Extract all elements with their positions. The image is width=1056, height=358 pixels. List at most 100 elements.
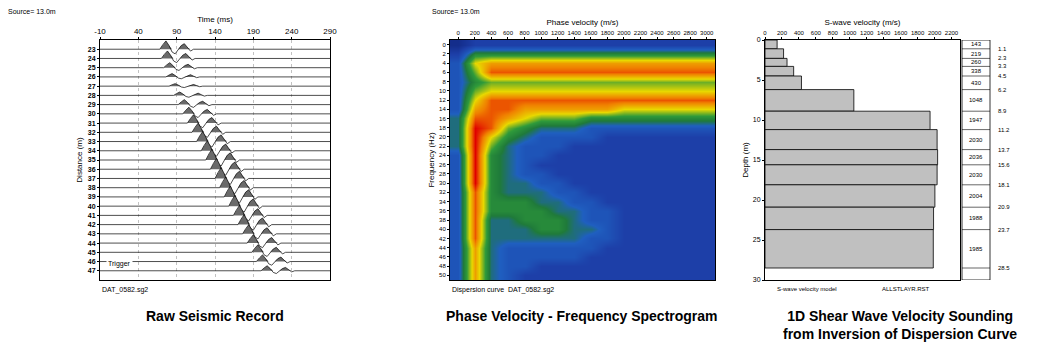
svg-text:24: 24: [88, 55, 96, 62]
svg-text:Source= 13.0m: Source= 13.0m: [8, 8, 56, 15]
svg-text:35: 35: [88, 156, 96, 163]
svg-text:45: 45: [88, 249, 96, 256]
svg-text:38: 38: [88, 184, 96, 191]
svg-text:3.3: 3.3: [998, 63, 1007, 69]
svg-text:32: 32: [88, 129, 96, 136]
svg-text:39: 39: [88, 193, 96, 200]
svg-text:37: 37: [88, 175, 96, 182]
svg-text:44: 44: [439, 245, 446, 251]
svg-text:10: 10: [439, 88, 446, 94]
svg-text:2400: 2400: [650, 30, 664, 36]
svg-text:28: 28: [439, 171, 446, 177]
svg-text:143: 143: [971, 41, 982, 47]
svg-text:50: 50: [439, 272, 446, 278]
svg-text:2000: 2000: [928, 30, 942, 36]
svg-text:22: 22: [439, 143, 446, 149]
svg-text:23.7: 23.7: [998, 227, 1010, 233]
svg-text:36: 36: [88, 166, 96, 173]
svg-text:14: 14: [439, 106, 446, 112]
svg-text:90: 90: [172, 27, 181, 36]
svg-text:1200: 1200: [860, 30, 874, 36]
svg-text:1D Shear Wave Velocity Soundin: 1D Shear Wave Velocity Soundingfrom Inve…: [783, 308, 1017, 342]
svg-text:0: 0: [457, 30, 461, 36]
svg-text:S-wave velocity (m/s): S-wave velocity (m/s): [824, 18, 900, 27]
svg-text:34: 34: [88, 147, 96, 154]
svg-text:46: 46: [88, 258, 96, 265]
svg-text:8: 8: [442, 79, 446, 85]
svg-text:28.5: 28.5: [998, 265, 1010, 271]
svg-text:Frequency (Hz): Frequency (Hz): [427, 132, 436, 187]
svg-text:0: 0: [757, 36, 761, 43]
svg-text:Raw Seismic Record: Raw Seismic Record: [146, 308, 284, 324]
svg-text:40: 40: [88, 203, 96, 210]
svg-text:47: 47: [88, 267, 96, 274]
svg-text:36: 36: [439, 208, 446, 214]
svg-text:30: 30: [439, 180, 446, 186]
svg-text:0: 0: [763, 30, 767, 36]
svg-text:8.9: 8.9: [998, 108, 1007, 114]
svg-text:28: 28: [88, 92, 96, 99]
svg-text:44: 44: [88, 240, 96, 247]
svg-text:240: 240: [285, 27, 299, 36]
svg-text:4: 4: [442, 60, 446, 66]
svg-text:1600: 1600: [894, 30, 908, 36]
svg-text:2.3: 2.3: [998, 55, 1007, 61]
svg-text:1000: 1000: [843, 30, 857, 36]
svg-text:10: 10: [753, 116, 761, 123]
svg-text:42: 42: [88, 221, 96, 228]
svg-text:34: 34: [439, 199, 446, 205]
svg-text:48: 48: [439, 263, 446, 269]
svg-text:-10: -10: [94, 27, 106, 36]
svg-text:1988: 1988: [969, 215, 983, 221]
svg-text:1947: 1947: [969, 117, 983, 123]
svg-text:1.1: 1.1: [998, 46, 1007, 52]
svg-text:42: 42: [439, 236, 446, 242]
svg-text:20.9: 20.9: [998, 204, 1010, 210]
svg-text:18.1: 18.1: [998, 182, 1010, 188]
svg-text:6: 6: [442, 69, 446, 75]
svg-text:26: 26: [439, 162, 446, 168]
svg-text:2030: 2030: [969, 172, 983, 178]
svg-text:Trigger: Trigger: [108, 260, 131, 268]
svg-text:1200: 1200: [551, 30, 565, 36]
svg-text:31: 31: [88, 120, 96, 127]
svg-text:1400: 1400: [568, 30, 582, 36]
svg-text:5: 5: [757, 76, 761, 83]
svg-text:2: 2: [442, 51, 446, 57]
svg-text:2004: 2004: [969, 193, 983, 199]
svg-text:30: 30: [88, 110, 96, 117]
svg-text:41: 41: [88, 212, 96, 219]
svg-text:1000: 1000: [534, 30, 548, 36]
svg-text:140: 140: [208, 27, 222, 36]
svg-text:16: 16: [439, 116, 446, 122]
svg-text:430: 430: [971, 80, 982, 86]
svg-text:15: 15: [753, 156, 761, 163]
svg-text:0: 0: [442, 42, 446, 48]
svg-text:29: 29: [88, 101, 96, 108]
svg-text:4.5: 4.5: [998, 73, 1007, 79]
svg-text:400: 400: [486, 30, 497, 36]
svg-text:800: 800: [520, 30, 531, 36]
svg-text:30: 30: [753, 276, 761, 283]
svg-text:DAT_0582.sg2: DAT_0582.sg2: [102, 286, 148, 294]
svg-text:219: 219: [971, 51, 982, 57]
svg-text:32: 32: [439, 189, 446, 195]
svg-text:1048: 1048: [969, 97, 983, 103]
svg-text:290: 290: [323, 27, 337, 36]
svg-text:Dispersion curve DAT_0582.sg2: Dispersion curve DAT_0582.sg2: [452, 286, 554, 294]
svg-text:2200: 2200: [945, 30, 959, 36]
svg-text:2036: 2036: [969, 154, 983, 160]
svg-text:1600: 1600: [584, 30, 598, 36]
svg-text:Depth (m): Depth (m): [741, 142, 750, 178]
svg-text:25: 25: [753, 236, 761, 243]
svg-text:40: 40: [134, 27, 143, 36]
svg-text:400: 400: [794, 30, 805, 36]
svg-text:2600: 2600: [667, 30, 681, 36]
svg-text:1800: 1800: [911, 30, 925, 36]
svg-text:26: 26: [88, 73, 96, 80]
svg-text:S-wave velocity model: S-wave velocity model: [777, 286, 837, 292]
svg-text:15.6: 15.6: [998, 162, 1010, 168]
svg-text:2030: 2030: [969, 137, 983, 143]
svg-text:1985: 1985: [969, 246, 983, 252]
svg-text:1800: 1800: [601, 30, 615, 36]
